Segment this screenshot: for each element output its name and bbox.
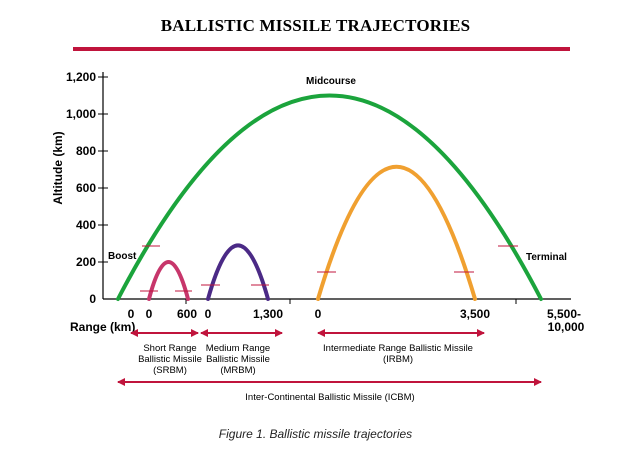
y-tick-label: 800 — [76, 144, 96, 158]
x-tick-label: 10,000 — [548, 320, 585, 334]
irbm-label-line: Intermediate Range Ballistic Missile — [323, 343, 473, 354]
srbm-label-line: (SRBM) — [153, 365, 187, 376]
y-tick-label: 600 — [76, 181, 96, 195]
irbm-trajectory — [316, 165, 477, 301]
page-title: BALLISTIC MISSILE TRAJECTORIES — [160, 16, 471, 35]
trajectory-chart: 1,200 1,000 800 600 400 200 0 Altitude (… — [51, 70, 585, 403]
mrbm-trajectory — [206, 243, 270, 301]
mrbm-class-label: Medium Range Ballistic Missile (MRBM) — [206, 343, 270, 376]
y-axis-title: Altitude (km) — [51, 131, 65, 204]
mrbm-label-line: Medium Range — [206, 343, 270, 354]
x-tick-label: 5,500- — [547, 307, 581, 321]
irbm-class-label: Intermediate Range Ballistic Missile (IR… — [323, 343, 473, 365]
srbm-label-line: Short Range — [143, 343, 196, 354]
x-tick-label: 0 — [205, 307, 212, 321]
y-tick-label: 1,200 — [66, 70, 96, 84]
terminal-label: Terminal — [526, 252, 567, 263]
srbm-label-line: Ballistic Missile — [138, 354, 202, 365]
y-tick-label: 400 — [76, 218, 96, 232]
x-axis-title: Range (km) — [70, 320, 135, 334]
phase-markers — [140, 245, 518, 292]
range-arrows — [117, 329, 542, 386]
srbm-trajectory — [147, 260, 190, 301]
y-tick-label: 1,000 — [66, 107, 96, 121]
x-tick-label: 1,300 — [253, 307, 283, 321]
srbm-class-label: Short Range Ballistic Missile (SRBM) — [138, 343, 202, 376]
x-tick-labels: 0 0 600 0 1,300 0 3,500 5,500- 10,000 — [128, 307, 585, 334]
boost-label: Boost — [108, 251, 137, 262]
icbm-class-label: Inter-Continental Ballistic Missile (ICB… — [245, 392, 414, 403]
mrbm-label-line: Ballistic Missile — [206, 354, 270, 365]
x-tick-label: 600 — [177, 307, 197, 321]
y-tick-label: 0 — [89, 292, 96, 306]
figure-caption: Figure 1. Ballistic missile trajectories — [218, 427, 413, 441]
y-tick-label: 200 — [76, 255, 96, 269]
x-tick-label: 3,500 — [460, 307, 490, 321]
x-tick-label: 0 — [315, 307, 322, 321]
title-rule — [73, 47, 570, 51]
midcourse-label: Midcourse — [306, 76, 356, 87]
y-tick-labels: 1,200 1,000 800 600 400 200 0 — [66, 70, 96, 306]
x-tick-label: 0 — [146, 307, 153, 321]
y-ticks — [98, 76, 108, 263]
x-tick-label: 0 — [128, 307, 135, 321]
mrbm-label-line: (MRBM) — [220, 365, 255, 376]
irbm-label-line: (IRBM) — [383, 354, 413, 365]
icbm-trajectory — [116, 93, 543, 301]
x-ticks — [185, 299, 517, 304]
